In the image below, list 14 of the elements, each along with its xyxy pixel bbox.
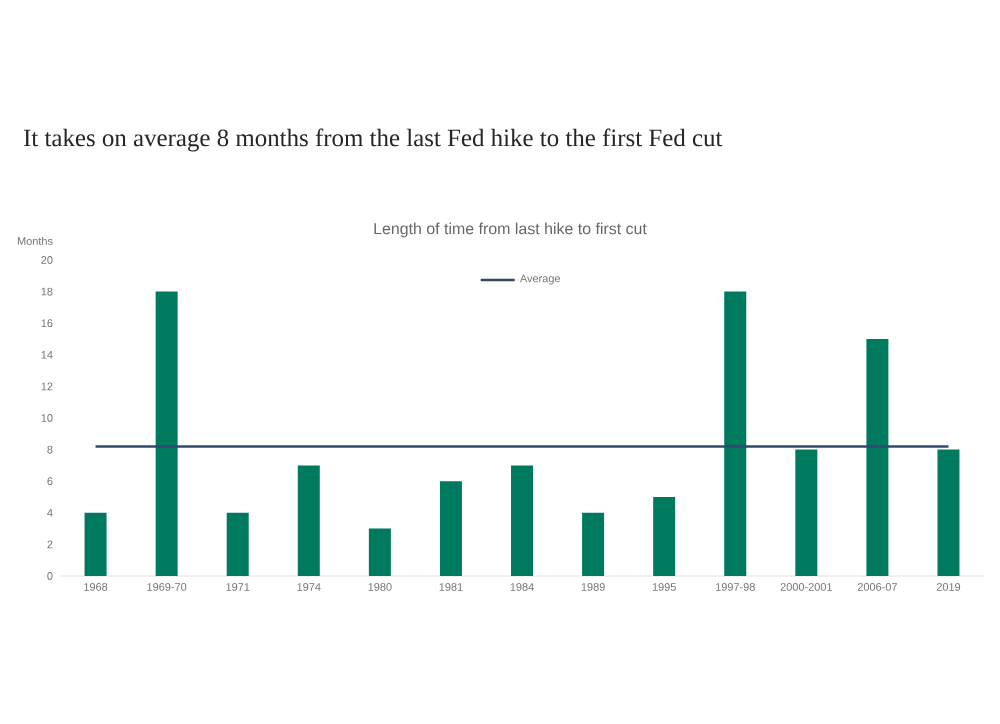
bar xyxy=(511,465,534,576)
bar xyxy=(368,528,391,576)
bar xyxy=(84,512,107,576)
bar xyxy=(653,497,676,576)
bar xyxy=(155,291,178,576)
bar xyxy=(866,339,889,576)
bar xyxy=(582,512,605,576)
bar xyxy=(724,291,747,576)
bar xyxy=(937,449,960,576)
bar xyxy=(795,449,818,576)
bar xyxy=(226,512,249,576)
bar xyxy=(297,465,320,576)
chart-title: It takes on average 8 months from the last Fed hike to the first Fed cut xyxy=(23,128,723,152)
bar xyxy=(439,481,462,576)
